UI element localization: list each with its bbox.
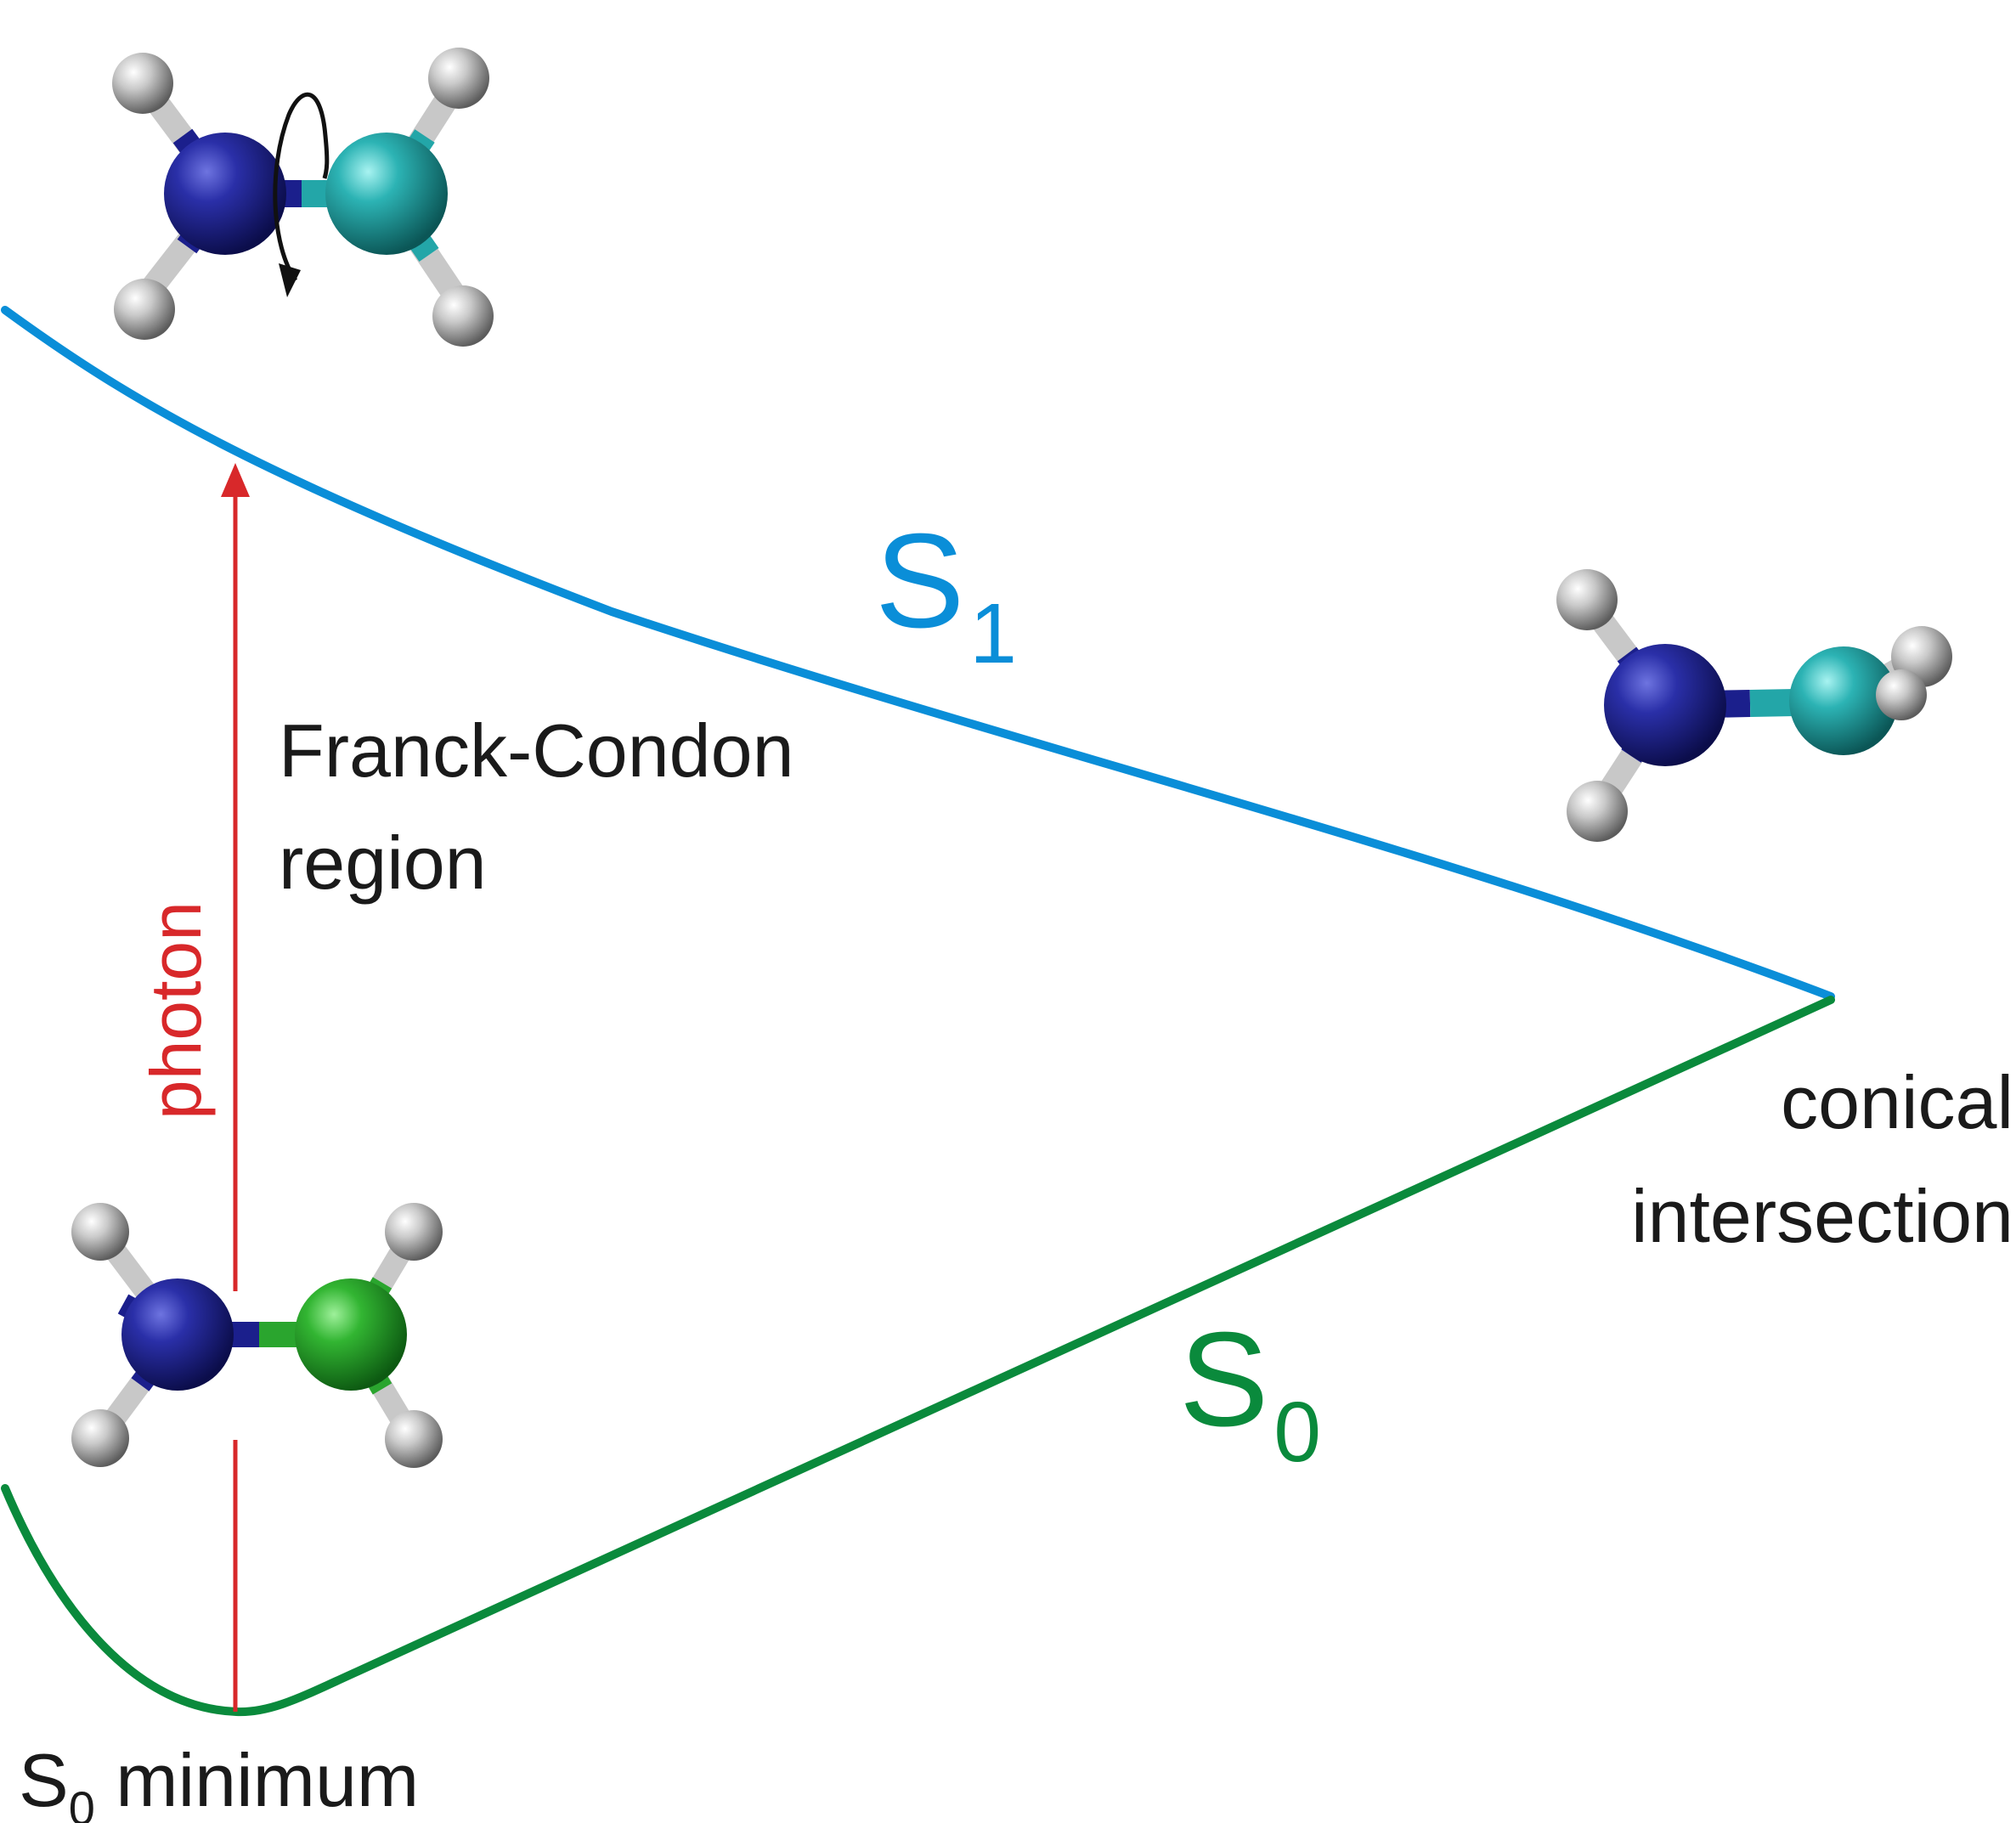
nitrogen-atom xyxy=(121,1278,234,1391)
photon-label: photon xyxy=(136,901,216,1120)
carbon-atom xyxy=(295,1278,407,1391)
franck-condon-molecule xyxy=(112,48,494,347)
hydrogen-atom xyxy=(1567,781,1628,842)
nitrogen-atom xyxy=(1604,644,1726,766)
nitrogen-atom xyxy=(164,133,286,255)
s1-label: S1 xyxy=(875,506,1017,681)
hydrogen-atom xyxy=(1876,669,1927,720)
photon-arrowhead xyxy=(221,463,250,497)
franck-condon-label-line1: Franck-Condon xyxy=(279,708,794,793)
hydrogen-atom xyxy=(428,48,489,109)
s0-minimum-label: S0 minimum xyxy=(19,1738,419,1823)
hydrogen-atom xyxy=(432,285,494,347)
s1-subscript: 1 xyxy=(969,586,1017,681)
hydrogen-atom xyxy=(114,279,175,340)
s0-label: S0 xyxy=(1179,1305,1321,1480)
franck-condon-label-line2: region xyxy=(279,821,487,905)
hydrogen-atom xyxy=(112,53,173,114)
hydrogen-atom xyxy=(71,1409,129,1467)
s1-curve xyxy=(1,306,1835,1001)
carbon-atom xyxy=(325,133,448,255)
photon-arrow xyxy=(221,463,250,1712)
torsion-arrow-icon xyxy=(273,92,330,297)
hydrogen-atom xyxy=(385,1410,443,1468)
hydrogen-atom xyxy=(1556,569,1618,630)
hydrogen-atom xyxy=(385,1203,443,1261)
hydrogen-atom xyxy=(71,1203,129,1261)
conical-label-line1: conical xyxy=(1781,1060,2013,1144)
carbon-atom xyxy=(1789,646,1898,755)
ground-state-molecule xyxy=(71,1203,443,1468)
s0-minimum-subscript: 0 xyxy=(69,1781,95,1823)
s0-curve xyxy=(1,996,1835,1717)
conical-label-line2: intersection xyxy=(1631,1174,2013,1258)
s0-subscript: 0 xyxy=(1273,1385,1321,1480)
conical-intersection-molecule xyxy=(1556,569,1952,842)
